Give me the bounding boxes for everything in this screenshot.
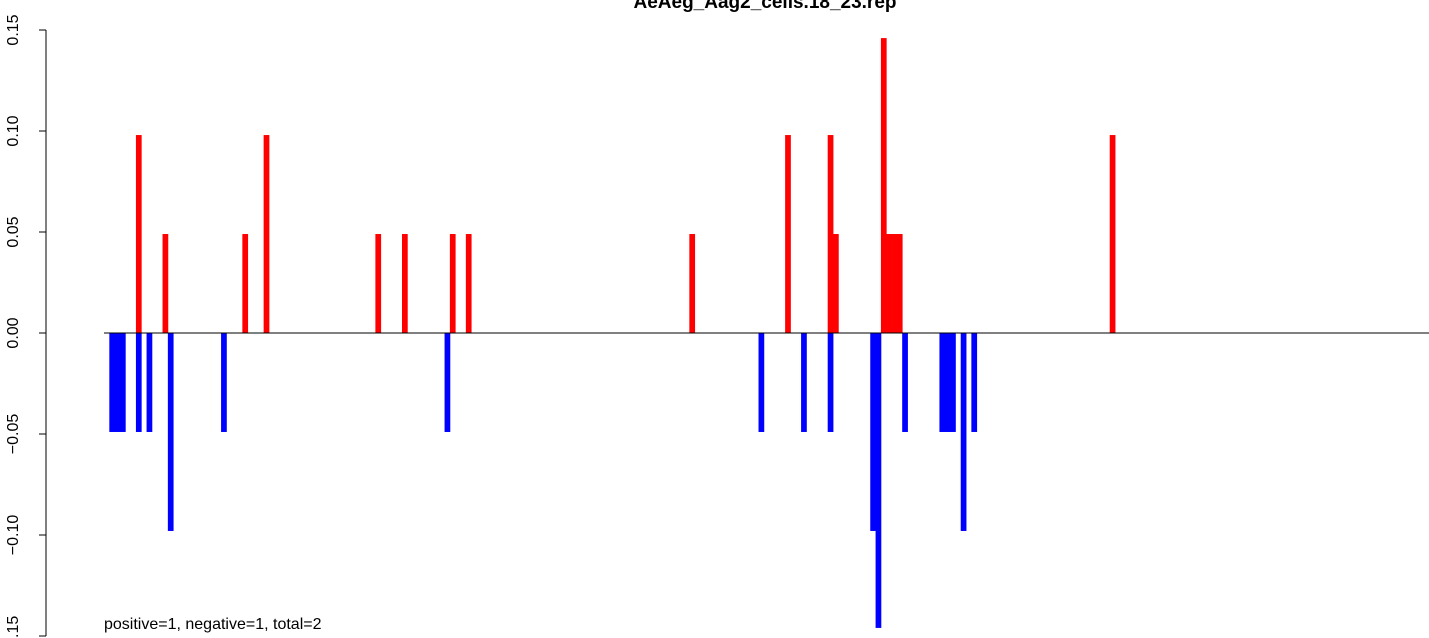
negative-bar [109,333,116,432]
negative-bar [939,333,946,432]
negative-bar [971,333,978,432]
negative-bar [119,333,126,432]
negative-bar [902,333,908,432]
negative-bar [870,333,876,531]
positive-bar [375,234,382,333]
positive-bar [449,234,456,333]
negative-bar [444,333,451,432]
positive-bar [263,135,270,333]
negative-bar [944,333,951,432]
positive-bar [833,234,839,333]
y-tick-label: 0.10 [5,115,22,146]
positive-bar [886,234,892,333]
negative-bar [950,333,956,432]
y-tick-label: 0.15 [5,14,22,45]
positive-bar [896,234,903,333]
y-tick-label: −0.15 [5,616,22,638]
positive-bar [162,234,169,333]
positive-bar [891,234,898,333]
negative-bar [960,333,967,531]
bars [109,38,1116,628]
negative-bar [114,333,121,432]
negative-bar [827,333,834,432]
chart-title: AeAeg_Aag2_cells.18_23.rep [634,0,897,13]
y-axis: −0.15 −0.10 −0.05 0.00 0.05 0.10 0.15 [5,14,47,638]
negative-bar [167,333,174,531]
negative-bar [146,333,153,432]
positive-bar [401,234,408,333]
negative-bar [221,333,227,432]
positive-bar [242,234,249,333]
y-tick-label: −0.05 [5,414,22,455]
positive-bar [1109,135,1116,333]
positive-bar [465,234,472,333]
positive-bar [827,135,834,333]
summary-annotation: positive=1, negative=1, total=2 [104,616,322,633]
y-tick-label: −0.10 [5,515,22,556]
positive-bar [689,234,696,333]
positive-bar [135,135,142,333]
negative-bar [758,333,765,432]
y-tick-label: 0.00 [5,317,22,348]
y-tick-label: 0.05 [5,216,22,247]
negative-bar [875,333,882,628]
negative-bar [135,333,142,432]
positive-bar [785,135,791,333]
positive-bar [880,38,887,333]
negative-bar [801,333,807,432]
